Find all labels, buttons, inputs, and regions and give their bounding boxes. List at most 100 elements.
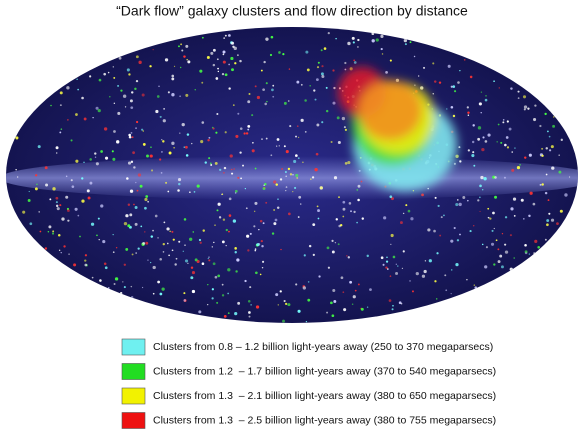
cluster-dot [265, 137, 268, 140]
cluster-dot [544, 112, 547, 116]
cluster-dot [481, 147, 485, 152]
cluster-dot [160, 171, 163, 174]
cluster-dot [434, 80, 437, 83]
cluster-dot [75, 159, 79, 163]
cluster-dot [506, 146, 510, 149]
cluster-dot [497, 123, 500, 126]
cluster-dot [49, 198, 52, 201]
cluster-dot [162, 242, 165, 246]
cluster-dot [132, 151, 136, 155]
cluster-dot [190, 276, 194, 280]
cluster-dot [533, 117, 537, 122]
cluster-dot [316, 66, 320, 69]
cluster-dot [201, 262, 205, 266]
cluster-dot [314, 98, 317, 101]
cluster-dot [534, 239, 538, 243]
cluster-dot [167, 91, 170, 94]
cluster-dot [541, 154, 544, 158]
cluster-dot [199, 69, 203, 73]
cluster-dot [473, 284, 476, 286]
cluster-dot [190, 266, 194, 269]
cluster-dot [336, 116, 340, 120]
cluster-dot [347, 256, 350, 259]
cluster-dot [152, 49, 154, 51]
cluster-dot [312, 253, 315, 257]
cluster-dot [250, 304, 252, 306]
cluster-dot [528, 153, 532, 157]
cluster-dot [497, 260, 501, 264]
cluster-dot [532, 202, 536, 206]
cluster-dot [297, 309, 301, 313]
cluster-dot [202, 229, 205, 232]
cluster-dot [135, 55, 139, 59]
cluster-dot [316, 123, 320, 127]
cluster-dot [260, 239, 263, 243]
cluster-dot [446, 108, 448, 110]
cluster-dot [509, 267, 513, 271]
cluster-dot [150, 146, 152, 149]
cluster-dot [116, 140, 120, 144]
cluster-dot [163, 108, 165, 110]
cluster-dot [168, 151, 172, 155]
cluster-dot [221, 72, 225, 76]
cluster-dot [100, 204, 104, 208]
cluster-dot [178, 45, 180, 48]
cluster-dot [27, 198, 31, 202]
cluster-dot [167, 190, 170, 193]
cluster-dot [169, 230, 171, 233]
cluster-dot [315, 152, 319, 156]
cluster-dot [127, 161, 132, 165]
cluster-dot [295, 154, 298, 157]
cluster-dot [462, 196, 466, 199]
cluster-dot [217, 274, 221, 278]
cluster-dot [471, 153, 475, 158]
cluster-dot [282, 319, 286, 323]
cluster-dot [135, 127, 137, 130]
cluster-dot [568, 176, 571, 178]
legend-swatch [121, 412, 146, 429]
cluster-dot [212, 262, 216, 266]
cluster-dot [457, 199, 459, 201]
cluster-dot [305, 50, 309, 54]
cluster-dot [152, 265, 156, 270]
cluster-dot [258, 228, 260, 231]
cluster-dot [79, 235, 81, 238]
cluster-dot [157, 237, 159, 239]
cluster-dot [459, 233, 461, 236]
cluster-dot [489, 217, 492, 220]
cluster-dot [309, 178, 312, 181]
cluster-dot [216, 301, 219, 304]
cluster-dot [302, 161, 304, 163]
cluster-dot [223, 37, 225, 39]
cluster-dot [227, 268, 231, 272]
cluster-dot [94, 156, 97, 158]
cluster-dot [233, 168, 235, 170]
cluster-dot [533, 252, 535, 254]
cluster-dot [352, 41, 355, 44]
cluster-dot [256, 243, 260, 247]
cluster-dot [512, 197, 517, 201]
cluster-dot [338, 224, 341, 228]
cluster-dot [146, 154, 149, 158]
cluster-dot [551, 166, 555, 170]
cluster-dot [342, 200, 346, 204]
cluster-dot [279, 178, 283, 181]
cluster-dot [375, 38, 379, 42]
cluster-dot [164, 58, 169, 62]
cluster-dot [300, 83, 303, 86]
cluster-dot [275, 183, 278, 186]
cluster-dot [497, 248, 500, 251]
cluster-dot [178, 240, 181, 243]
cluster-dot [115, 247, 118, 249]
cluster-dot [208, 157, 211, 160]
cluster-dot [305, 320, 308, 323]
cluster-dot [35, 174, 38, 177]
cluster-dot [222, 60, 226, 64]
cluster-dot [66, 86, 70, 90]
cluster-dot [421, 193, 424, 197]
cluster-dot [469, 230, 472, 233]
cluster-dot [45, 183, 49, 187]
cluster-dot [218, 216, 222, 219]
cluster-dot [38, 211, 40, 213]
